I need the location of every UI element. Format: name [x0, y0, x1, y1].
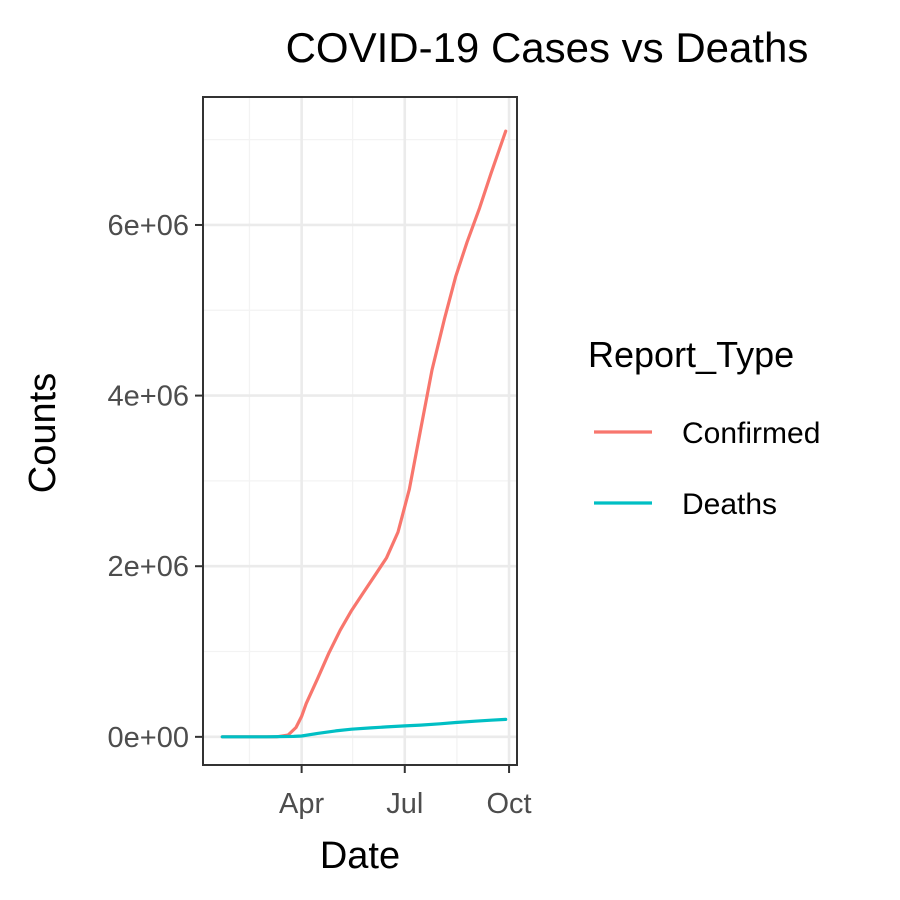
legend-label-confirmed: Confirmed	[682, 417, 820, 450]
panel-background	[203, 97, 517, 765]
legend: Report_Type Confirmed Deaths	[588, 334, 820, 521]
y-tick-label: 4e+06	[108, 381, 189, 413]
y-axis: 0e+00 2e+06 4e+06 6e+06	[108, 210, 203, 754]
y-axis-title: Counts	[22, 373, 64, 493]
y-tick-label: 6e+06	[108, 210, 189, 242]
series-layer	[220, 129, 508, 739]
gridlines	[203, 97, 517, 765]
series-line-deaths	[220, 717, 508, 739]
x-axis-title: Date	[320, 835, 400, 877]
panel-border	[202, 96, 518, 766]
y-tick-label: 2e+06	[108, 551, 189, 583]
chart-title: COVID-19 Cases vs Deaths	[286, 24, 809, 71]
x-tick-label: Oct	[487, 788, 532, 820]
legend-items: Confirmed Deaths	[594, 417, 820, 521]
legend-title: Report_Type	[588, 334, 794, 375]
y-tick-label: 0e+00	[108, 722, 189, 754]
series-line-confirmed	[220, 129, 508, 739]
legend-label-deaths: Deaths	[682, 488, 777, 521]
x-tick-label: Apr	[279, 788, 324, 820]
plot-panel	[202, 96, 518, 766]
x-tick-label: Jul	[386, 788, 423, 820]
x-axis: Apr Jul Oct	[279, 765, 532, 820]
